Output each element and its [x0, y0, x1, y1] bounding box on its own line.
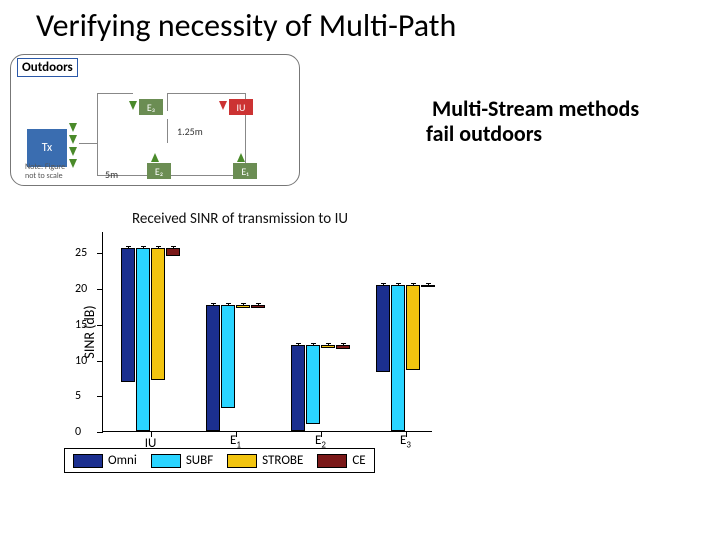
chart-bar: [391, 285, 405, 431]
outdoors-diagram: Outdoors Tx E₃ IU E₂ E₁ 5m 1.25m Note: F…: [10, 54, 300, 186]
chart-bar: [151, 248, 165, 379]
chart-ytick-label: 20: [75, 282, 87, 296]
antenna-icon: [69, 147, 77, 156]
legend-swatch: [73, 454, 103, 468]
chart-ytick: [97, 396, 103, 397]
chart-bar: [251, 305, 265, 308]
chart-bar: [406, 285, 420, 371]
dim-vertical: 1.25m: [177, 125, 203, 138]
chart-bar: [206, 305, 220, 431]
chart-bar: [121, 248, 135, 382]
chart-bar: [306, 345, 320, 424]
chart-bar: [236, 305, 250, 308]
legend-item: CE: [317, 453, 365, 468]
chart-ytick-label: 5: [75, 389, 81, 403]
chart-bar: [321, 345, 335, 348]
diagram-label: Outdoors: [17, 58, 78, 77]
legend-label: Omni: [108, 453, 137, 468]
chart-bar-group: [121, 248, 180, 431]
chart-ytick: [97, 361, 103, 362]
antenna-icon: [129, 101, 137, 110]
node-iu: IU: [229, 99, 253, 115]
node-e2: E₂: [147, 163, 171, 179]
node-e3: E₃: [139, 99, 163, 115]
legend-swatch: [317, 454, 347, 468]
legend-item: STROBE: [227, 453, 303, 468]
chart-legend: Omni SUBF STROBE CE: [64, 448, 375, 473]
chart-bar-group: [206, 305, 265, 431]
legend-swatch: [151, 454, 181, 468]
legend-label: SUBF: [186, 453, 213, 468]
chart-bar: [221, 305, 235, 408]
chart-ytick: [97, 253, 103, 254]
chart-title: Received SINR of transmission to IU: [60, 210, 420, 228]
chart-xtick-label: E3: [400, 433, 411, 451]
antenna-icon: [69, 159, 77, 168]
chart-bar: [136, 248, 150, 431]
chart-bar: [376, 285, 390, 373]
chart-ytick-label: 10: [75, 354, 87, 368]
chart-ytick-label: 0: [75, 425, 81, 439]
chart-ytick: [97, 432, 103, 433]
chart-bar: [421, 285, 435, 287]
sinr-chart: Received SINR of transmission to IU SINR…: [60, 210, 420, 432]
chart-ytick: [97, 289, 103, 290]
legend-swatch: [227, 454, 257, 468]
antenna-icon: [69, 135, 77, 144]
chart-bar: [291, 345, 305, 431]
legend-label: CE: [352, 453, 365, 468]
page-title: Verifying necessity of Multi-Path: [36, 6, 456, 45]
summary-line2: fail outdoors: [426, 121, 639, 146]
legend-item: SUBF: [151, 453, 213, 468]
antenna-icon: [69, 123, 77, 132]
diagram-note: Note: Figure not to scale: [25, 163, 65, 181]
summary-text: Multi-Stream methods fail outdoors: [426, 96, 639, 147]
chart-ytick-label: 25: [75, 246, 87, 260]
legend-label: STROBE: [262, 453, 303, 468]
chart-ytick-label: 15: [75, 318, 87, 332]
chart-bar-group: [376, 285, 435, 431]
chart-plot-area: SINR (dB) 0510152025IUE1E2E3: [102, 232, 432, 432]
node-tx: Tx: [27, 129, 67, 167]
antenna-icon: [219, 101, 227, 110]
antenna-icon: [151, 153, 159, 162]
antenna-icon: [237, 153, 245, 162]
chart-bar: [166, 248, 180, 256]
chart-ytick: [97, 325, 103, 326]
chart-bar: [336, 345, 350, 349]
summary-line1: Multi-Stream methods: [426, 96, 639, 121]
dim-horizontal: 5m: [105, 168, 118, 181]
legend-item: Omni: [73, 453, 137, 468]
node-e1: E₁: [233, 163, 257, 179]
chart-bar-group: [291, 345, 350, 431]
